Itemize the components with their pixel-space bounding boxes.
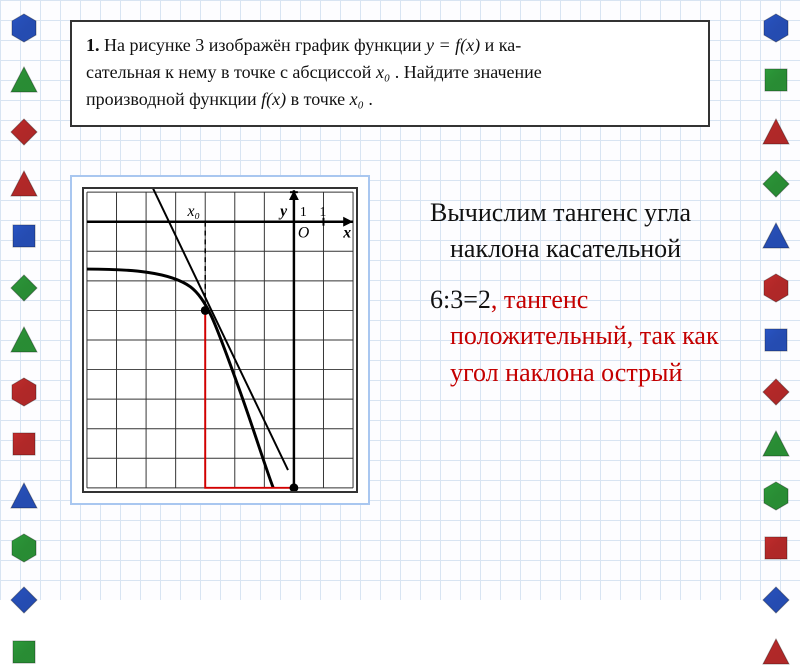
decorative-shapes-right xyxy=(756,0,796,600)
explain-ratio: 6:3=2 xyxy=(430,285,491,314)
problem-fprime: f(x) xyxy=(261,89,286,109)
tri-green-icon xyxy=(760,428,792,460)
explain-p1: Вычислим тангенс угла наклона касательно… xyxy=(410,195,760,268)
hex-blue-icon xyxy=(8,12,40,44)
dia-red-icon xyxy=(8,116,40,148)
explain-p2: 6:3=2, тангенс положительный, так как уг… xyxy=(410,282,760,391)
tri-green-icon xyxy=(8,64,40,96)
explain-red-text: , тангенс положительный, так как угол на… xyxy=(450,285,719,387)
dia-green-icon xyxy=(760,168,792,200)
hex-blue-icon xyxy=(760,12,792,44)
sq-red-icon xyxy=(8,428,40,460)
explanation-block: Вычислим тангенс угла наклона касательно… xyxy=(410,195,760,405)
chart-container: y1x1Ox₀ xyxy=(70,175,370,505)
hex-green-icon xyxy=(760,480,792,512)
decorative-shapes-left xyxy=(4,0,44,600)
dia-green-icon xyxy=(8,272,40,304)
chart-svg: y1x1Ox₀ xyxy=(84,189,356,491)
tri-red-icon xyxy=(8,168,40,200)
sq-blue-icon xyxy=(8,220,40,252)
sq-green-icon xyxy=(8,636,40,668)
svg-text:x₀: x₀ xyxy=(186,203,199,220)
sq-blue-icon xyxy=(760,324,792,356)
problem-text-2a: сательная к нему в точке с абсциссой xyxy=(86,62,376,82)
problem-number: 1. xyxy=(86,35,100,55)
dia-red-icon xyxy=(760,376,792,408)
dia-blue-icon xyxy=(8,584,40,616)
problem-text-1b: и ка- xyxy=(485,35,522,55)
tri-blue-icon xyxy=(8,480,40,512)
svg-text:O: O xyxy=(298,225,309,242)
problem-dot: . xyxy=(368,89,373,109)
tri-green-icon xyxy=(8,324,40,356)
problem-x0b: x₀ xyxy=(350,89,364,109)
hex-green-icon xyxy=(8,532,40,564)
tri-red-icon xyxy=(760,116,792,148)
svg-text:1: 1 xyxy=(320,204,327,219)
problem-text-2b: . Найдите значение xyxy=(395,62,542,82)
problem-text-3a: производной функции xyxy=(86,89,261,109)
chart-frame: y1x1Ox₀ xyxy=(82,187,358,493)
svg-text:y: y xyxy=(278,203,288,220)
problem-eq1: y = f(x) xyxy=(426,35,480,55)
problem-statement-box: 1. На рисунке 3 изображён график функции… xyxy=(70,20,710,127)
hex-red-icon xyxy=(760,272,792,304)
tri-red-icon xyxy=(760,636,792,668)
sq-red-icon xyxy=(760,532,792,564)
sq-green-icon xyxy=(760,64,792,96)
dia-blue-icon xyxy=(760,584,792,616)
problem-line-3: производной функции f(x) в точке x₀ . xyxy=(86,86,694,113)
problem-text-1a: На рисунке 3 изображён график функции xyxy=(104,35,426,55)
svg-text:1: 1 xyxy=(300,204,307,219)
tri-blue-icon xyxy=(760,220,792,252)
problem-line-2: сательная к нему в точке с абсциссой x₀ … xyxy=(86,59,694,86)
problem-x0: x₀ xyxy=(376,62,390,82)
hex-red-icon xyxy=(8,376,40,408)
problem-line-1: 1. На рисунке 3 изображён график функции… xyxy=(86,32,694,59)
problem-text-3b: в точке xyxy=(291,89,350,109)
svg-text:x: x xyxy=(342,225,351,242)
